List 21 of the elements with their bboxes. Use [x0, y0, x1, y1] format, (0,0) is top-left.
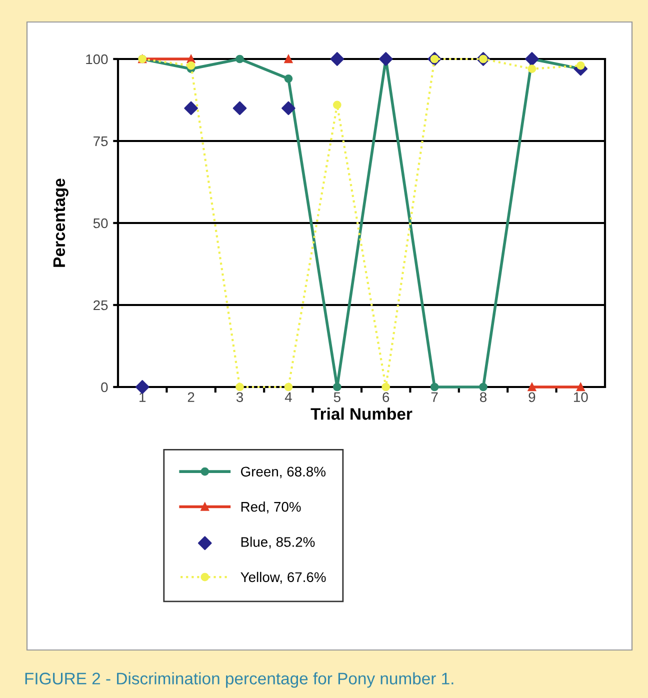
x-tick-label: 5 — [334, 392, 340, 402]
y-tick-label: 75 — [94, 136, 108, 146]
x-tick-label: 4 — [284, 392, 292, 402]
y-tick-label: 0 — [101, 382, 108, 392]
x-axis-title: Trial Number — [310, 408, 412, 420]
y-tick-label: 25 — [94, 300, 108, 310]
x-tick-label: 3 — [236, 392, 243, 402]
x-tick-label: 9 — [528, 392, 536, 402]
y-tick-label: 100 — [86, 54, 108, 64]
legend-label: Yellow, 67.6% — [240, 572, 326, 584]
x-tick-label: 8 — [480, 392, 487, 402]
legend-label: Green, 68.8% — [240, 466, 326, 478]
legend-label: Red, 70% — [241, 502, 301, 514]
caption: FIGURE 2 - Discrimination percentage for Pony number 1. — [25, 672, 454, 688]
y-axis-title: Percentage — [53, 178, 68, 267]
x-tick-label: 10 — [574, 392, 588, 402]
x-tick-label: 7 — [431, 392, 438, 402]
legend-label: Blue, 85.2% — [241, 536, 315, 549]
x-tick-label: 6 — [382, 392, 390, 402]
y-tick-label: 50 — [93, 218, 108, 228]
x-tick-label: 2 — [188, 392, 194, 402]
